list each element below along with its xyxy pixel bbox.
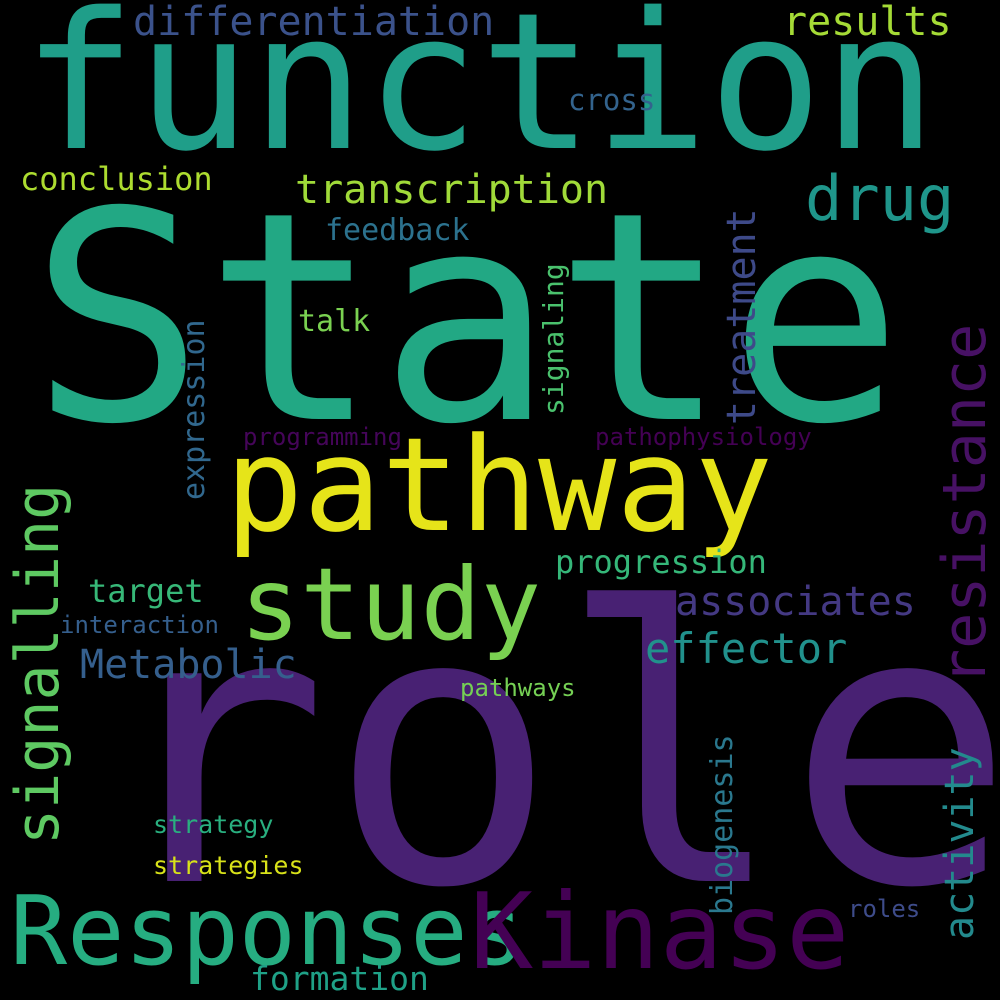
- word-target: target: [88, 572, 204, 610]
- word-differentiation: differentiation: [133, 0, 495, 45]
- word-transcription: transcription: [295, 167, 609, 213]
- word-programming: programming: [243, 423, 402, 451]
- word-strategy: strategy: [153, 810, 274, 839]
- word-activity: activity: [937, 747, 983, 940]
- word-roles: roles: [848, 895, 921, 923]
- word-associates: associates: [675, 579, 916, 625]
- word-metabolic: Metabolic: [80, 642, 297, 688]
- word-kinase: Kinase: [470, 871, 850, 993]
- word-pathophysiology: pathophysiology: [595, 423, 812, 451]
- word-function: function: [22, 0, 938, 193]
- word-state: State: [30, 151, 903, 488]
- word-results: results: [783, 0, 952, 45]
- word-interaction: interaction: [60, 611, 219, 639]
- word-strategies: strategies: [153, 851, 304, 880]
- word-pathways: pathways: [460, 674, 576, 702]
- word-feedback: feedback: [325, 213, 470, 248]
- word-biogenesis: biogenesis: [705, 734, 740, 915]
- word-pathway: pathway: [225, 409, 773, 561]
- word-drug: drug: [805, 162, 955, 235]
- word-responses: Responses: [10, 877, 525, 987]
- word-signaling: signaling: [537, 263, 570, 415]
- word-treatment: treatment: [719, 208, 765, 425]
- word-expression: expression: [177, 319, 212, 500]
- word-signalling: signalling: [3, 483, 73, 845]
- word-study: study: [240, 546, 542, 663]
- word-talk: talk: [298, 304, 371, 339]
- word-cross: cross: [568, 83, 656, 117]
- word-resistance: resistance: [930, 323, 1000, 685]
- word-progression: progression: [555, 543, 767, 581]
- word-conclusion: conclusion: [20, 160, 213, 198]
- word-formation: formation: [250, 959, 429, 998]
- word-effector: effector: [645, 624, 848, 673]
- word-role: role: [100, 528, 1000, 971]
